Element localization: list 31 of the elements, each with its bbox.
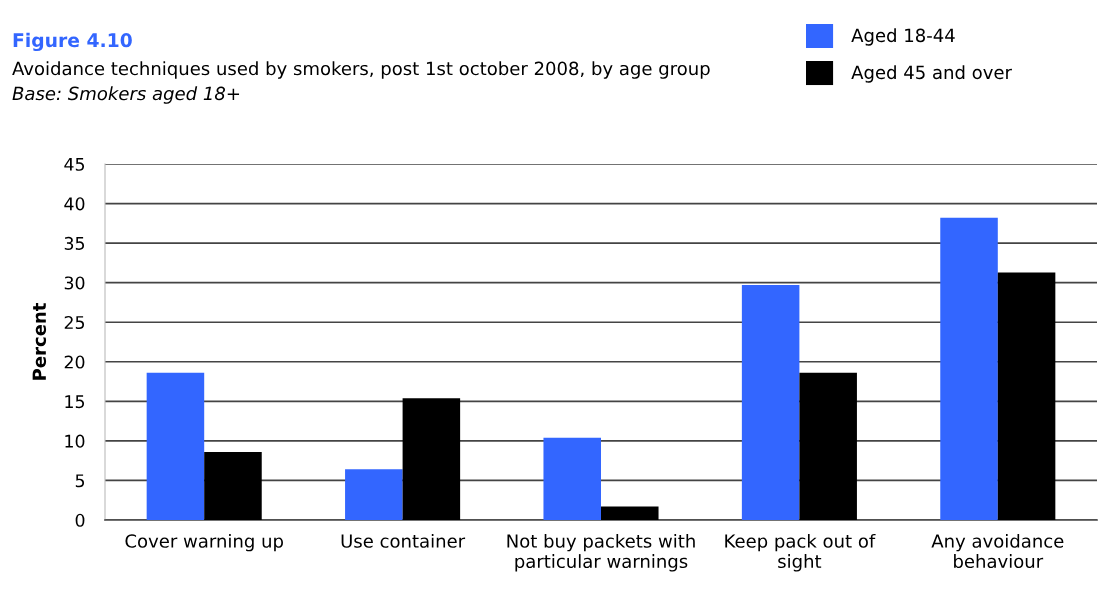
y-tick-label: 5 xyxy=(75,474,85,488)
y-tick-label: 35 xyxy=(64,236,85,250)
y-tick-label: 45 xyxy=(64,157,85,171)
bar xyxy=(204,451,262,520)
y-tick-label: 0 xyxy=(75,513,85,527)
x-tick-label: Not buy packets with particular warnings xyxy=(507,533,695,572)
y-tick-label: 20 xyxy=(64,355,85,369)
bar xyxy=(402,398,461,520)
bar xyxy=(940,217,998,520)
x-tick-label: Keep pack out of sight xyxy=(725,533,876,572)
bar xyxy=(997,272,1056,520)
chart-title: Figure 4.10 xyxy=(13,32,132,52)
y-tick-label: 10 xyxy=(65,434,85,448)
legend-label: Aged 45 and over xyxy=(851,65,1012,83)
bar xyxy=(543,437,601,520)
bar xyxy=(345,469,403,520)
x-tick-label: Any avoidance behaviour xyxy=(931,533,1064,569)
bar xyxy=(601,506,659,520)
legend-label: Aged 18-44 xyxy=(851,28,955,46)
y-axis-title: Percent xyxy=(32,303,47,380)
bar xyxy=(799,372,857,520)
y-tick-label: 40 xyxy=(64,197,85,211)
y-tick-label: 30 xyxy=(64,276,85,290)
bar xyxy=(741,285,800,520)
bar xyxy=(146,372,205,520)
y-tick-label: 25 xyxy=(64,315,85,330)
chart-subtitle: Avoidance techniques used by smokers, post 1st october 2008, by age group xyxy=(12,61,710,79)
x-tick-label: Cover warning up xyxy=(125,533,283,552)
y-tick-label: 15 xyxy=(65,395,85,409)
text: Base: Smokers aged 18+ xyxy=(12,86,240,104)
x-tick-label: Use container xyxy=(341,533,466,548)
